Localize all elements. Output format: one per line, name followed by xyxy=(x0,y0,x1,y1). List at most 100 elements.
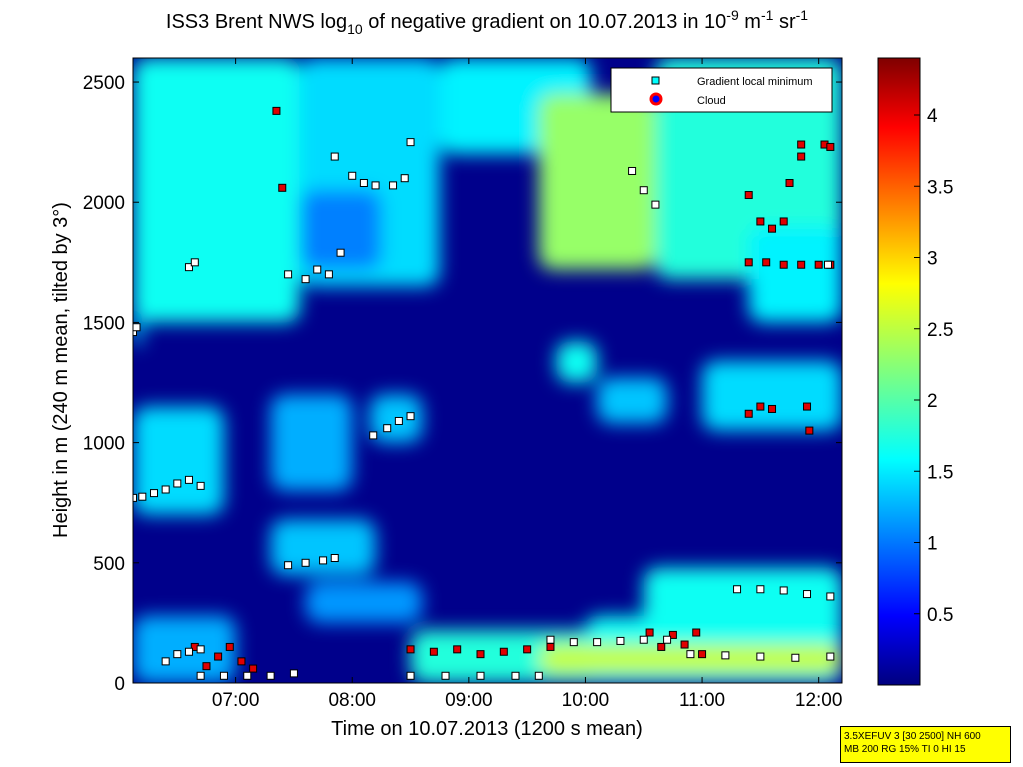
colorbar-tick-label: 4 xyxy=(927,106,938,127)
gradient-minimum-marker xyxy=(133,323,141,332)
gradient-minimum-marker xyxy=(733,585,742,594)
cloud-marker xyxy=(768,224,777,233)
cloud-marker xyxy=(744,191,753,200)
cloud-marker xyxy=(698,650,707,659)
heatmap-region xyxy=(270,394,353,491)
cloud-marker xyxy=(797,140,806,149)
legend-box xyxy=(610,67,833,113)
gradient-minimum-marker xyxy=(184,475,193,484)
y-axis: 0 500 1000 1500 2000 2500 xyxy=(83,73,842,695)
x-axis: 07:00 08:00 09:00 10:00 11:00 12:00 xyxy=(212,58,842,711)
colorbar-tick-label: 2.5 xyxy=(927,320,953,341)
cloud-marker xyxy=(779,260,788,269)
y-tick-label: 0 xyxy=(114,674,125,695)
gradient-minimum-marker xyxy=(313,265,322,274)
gradient-minimum-marker xyxy=(616,636,625,645)
markers xyxy=(133,85,835,680)
colorbar-tick-label: 0.5 xyxy=(927,605,953,626)
gradient-minimum-marker xyxy=(628,166,637,175)
gradient-minimum-marker xyxy=(826,592,835,601)
gradient-minimum-marker xyxy=(219,671,228,680)
heatmap-region xyxy=(538,94,656,270)
gradient-minimum-marker xyxy=(133,493,137,502)
legend-label-gradient-minimum: Gradient local minimum xyxy=(697,76,813,88)
colorbar xyxy=(877,57,921,686)
gradient-minimum-marker xyxy=(359,179,368,187)
heatmap-region xyxy=(133,58,300,323)
gradient-minimum-marker xyxy=(149,489,158,498)
info-line-2: MB 200 RG 15% TI 0 HI 15 xyxy=(844,744,966,755)
cloud-marker xyxy=(692,628,701,637)
gradient-minimum-marker xyxy=(319,556,328,565)
cloud-marker xyxy=(814,260,823,269)
cloud-marker xyxy=(680,640,689,649)
cloud-marker xyxy=(805,426,814,435)
cloud-marker xyxy=(756,402,765,411)
legend-circle-icon xyxy=(649,92,663,106)
gradient-minimum-marker xyxy=(441,671,450,680)
cloud-marker xyxy=(499,647,508,656)
gradient-minimum-marker xyxy=(639,186,648,195)
gradient-minimum-marker xyxy=(546,635,555,644)
gradient-minimum-marker xyxy=(161,657,170,666)
cloud-marker xyxy=(826,142,835,151)
cloud-marker xyxy=(744,409,753,418)
cloud-marker xyxy=(214,652,223,661)
x-tick-label: 07:00 xyxy=(212,690,260,711)
cloud-marker xyxy=(202,662,211,671)
cloud-marker xyxy=(668,630,677,639)
cloud-marker xyxy=(406,645,415,654)
gradient-minimum-marker xyxy=(196,645,205,654)
info-box: 3.5XEFUV 3 [30 2500] NH 600 MB 200 RG 15… xyxy=(840,726,1011,763)
cloud-marker xyxy=(523,645,532,654)
cloud-marker xyxy=(785,179,794,187)
cloud-marker xyxy=(546,642,555,651)
cloud-marker xyxy=(453,645,462,654)
legend-label-cloud: Cloud xyxy=(697,95,726,107)
heatmap-region xyxy=(305,582,423,623)
colorbar-tick-label: 2 xyxy=(927,391,938,412)
gradient-minimum-marker xyxy=(184,263,193,272)
gradient-minimum-marker xyxy=(289,669,298,678)
heatmap-region xyxy=(133,406,224,515)
gradient-minimum-marker xyxy=(284,270,293,279)
gradient-minimum-marker xyxy=(686,650,695,659)
gradient-minimum-marker xyxy=(779,586,788,595)
cloud-marker xyxy=(237,657,246,666)
gradient-minimum-marker xyxy=(173,479,182,488)
cloud-marker xyxy=(272,106,281,115)
gradient-minimum-marker xyxy=(301,275,310,284)
legend: Gradient local minimum Cloud xyxy=(610,67,833,113)
gradient-minimum-marker xyxy=(756,585,765,594)
gradient-minimum-marker xyxy=(383,424,392,433)
gradient-minimum-marker xyxy=(826,652,835,661)
x-axis-label: Time on 10.07.2013 (1200 s mean) xyxy=(331,718,643,740)
gradient-minimum-marker xyxy=(406,412,415,421)
gradient-minimum-marker xyxy=(803,590,812,599)
gradient-minimum-marker xyxy=(663,635,672,644)
cloud-marker xyxy=(779,217,788,226)
gradient-minimum-marker xyxy=(639,635,648,644)
gradient-minimum-marker xyxy=(394,416,403,425)
gradient-minimum-marker xyxy=(243,671,252,680)
gradient-minimum-marker xyxy=(651,200,660,209)
gradient-minimum-marker xyxy=(348,171,357,180)
chart-title: ISS3 Brent NWS log10 of negative gradien… xyxy=(166,7,808,37)
gradient-minimum-marker xyxy=(138,492,147,501)
gradient-minimum-marker xyxy=(371,181,380,190)
gradient-minimum-marker xyxy=(266,671,275,680)
cloud-marker xyxy=(249,664,258,673)
heatmap-region xyxy=(748,226,842,323)
plot-area xyxy=(133,58,842,683)
y-tick-label: 1500 xyxy=(83,313,125,334)
gradient-minimum-marker xyxy=(190,258,199,267)
heatmap-region xyxy=(270,519,376,575)
gradient-minimum-marker xyxy=(476,671,485,680)
y-axis-label: Height in m (240 m mean, tilted by 3°) xyxy=(50,202,72,538)
cloud-marker xyxy=(768,404,777,413)
gradient-minimum-marker xyxy=(301,558,310,567)
heatmap-region xyxy=(538,644,842,674)
cloud-marker xyxy=(225,642,234,651)
gradient-minimum-marker xyxy=(184,647,193,656)
